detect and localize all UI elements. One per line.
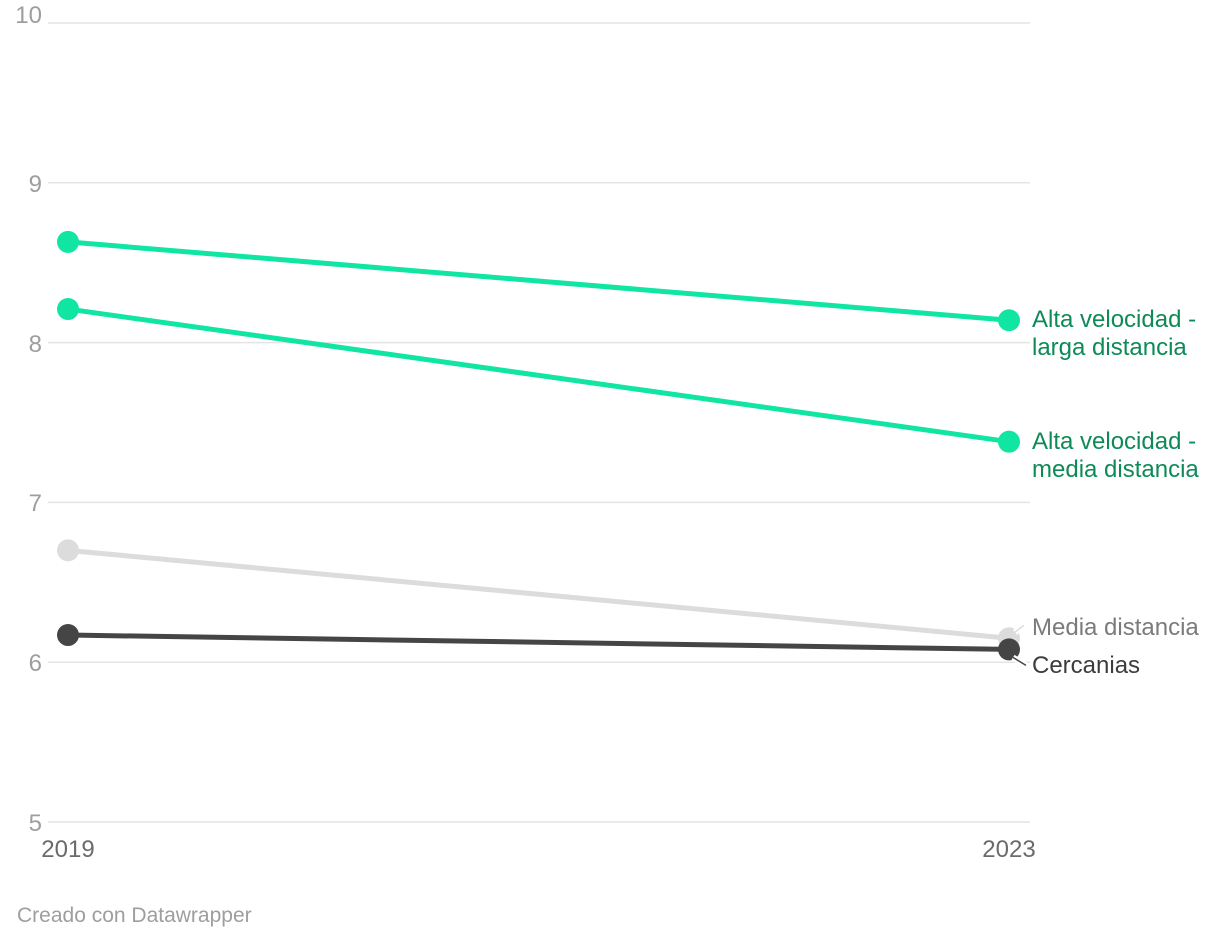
x-tick-label: 2019	[41, 836, 95, 863]
y-tick-label: 6	[28, 650, 42, 678]
series-dot	[998, 309, 1020, 332]
leader-tick	[1014, 624, 1025, 633]
series-label-line: Alta velocidad -	[1032, 427, 1197, 455]
leader-tick	[1012, 656, 1027, 667]
series-dot	[57, 230, 79, 253]
series-line	[67, 306, 1010, 445]
series-label: Cercanias	[1032, 652, 1140, 680]
series-label: Media distancia	[1032, 614, 1199, 642]
series-dot	[998, 638, 1020, 661]
y-tick-label: 5	[28, 810, 42, 837]
series-label-line: Media distancia	[1032, 614, 1199, 642]
y-tick-label: 7	[28, 490, 42, 518]
series-dot	[57, 539, 79, 562]
series-label-line: Alta velocidad -	[1032, 306, 1197, 334]
series-line	[67, 239, 1010, 323]
series-dot	[57, 298, 79, 321]
series-dot	[998, 430, 1020, 453]
series-line	[67, 632, 1010, 652]
x-tick-label: 2023	[982, 836, 1036, 863]
series-line	[67, 547, 1010, 641]
datawrapper-credit-link[interactable]: Creado con Datawrapper	[17, 904, 252, 927]
series-label-line: media distancia	[1032, 455, 1199, 483]
y-tick-label: 10	[15, 2, 42, 29]
series-dot	[57, 624, 79, 647]
y-tick-label: 9	[28, 170, 42, 198]
series-label: Alta velocidad - larga distancia	[1032, 306, 1196, 362]
series-label-line: larga distancia	[1032, 334, 1187, 362]
series-label-line: Cercanias	[1032, 652, 1141, 680]
y-tick-label: 8	[28, 330, 42, 358]
series-label: Alta velocidad - media distancia	[1032, 428, 1199, 484]
